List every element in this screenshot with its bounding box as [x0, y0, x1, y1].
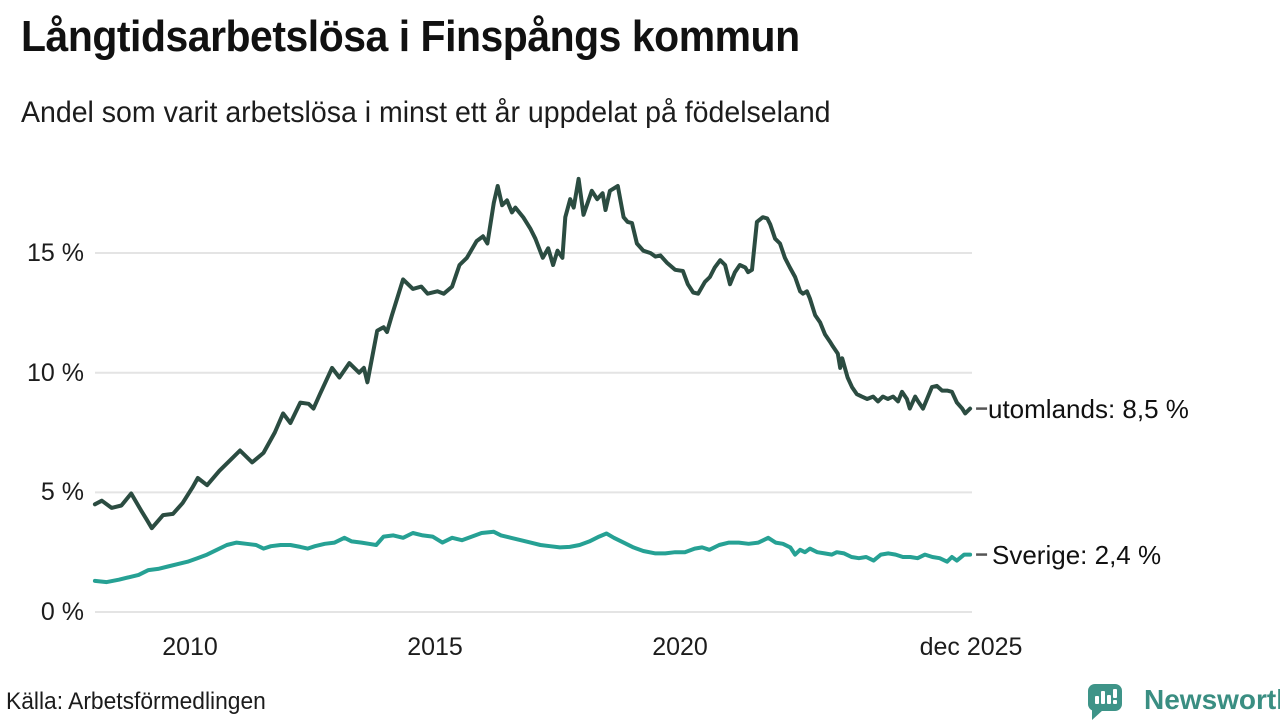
y-axis-tick-15: 15 %	[27, 239, 84, 267]
x-axis-tick-2020: 2020	[652, 633, 708, 661]
bar-chart-speech-bubble-icon	[1088, 684, 1122, 720]
page-title: Långtidsarbetslösa i Finspångs kommun	[21, 12, 800, 61]
x-axis-tick-dec-2025: dec 2025	[919, 633, 1023, 661]
series-label-sverige: Sverige: 2,4 %	[992, 540, 1162, 570]
series-label-utomlands: utomlands: 8,5 %	[988, 394, 1189, 424]
x-axis-tick-2010: 2010	[162, 633, 218, 661]
y-axis-tick-0: 0 %	[40, 598, 84, 626]
chart-subtitle: Andel som varit arbetslösa i minst ett å…	[21, 96, 831, 129]
y-axis-tick-5: 5 %	[40, 478, 84, 506]
source-note: Källa: Arbetsförmedlingen	[6, 688, 266, 715]
x-axis-tick-2015: 2015	[407, 633, 463, 661]
brand-name: Newsworthy	[1144, 684, 1280, 715]
newsworthy-logo: Newsworthy	[1086, 683, 1280, 720]
y-axis-tick-10: 10 %	[27, 359, 84, 387]
